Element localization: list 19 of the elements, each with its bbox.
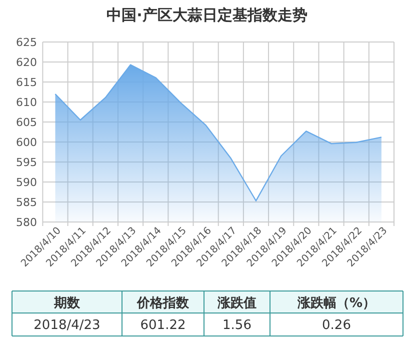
y-tick-label: 600: [16, 136, 37, 149]
text: 1.56: [222, 318, 252, 333]
y-tick-label: 595: [16, 156, 37, 169]
y-tick-label: 610: [16, 96, 37, 109]
y-tick-label: 605: [16, 116, 37, 129]
y-tick-label: 580: [16, 216, 37, 229]
text: 2018/4/23: [34, 318, 100, 333]
category-label: 涨跌值: [216, 296, 256, 311]
text: 0.26: [322, 318, 351, 333]
y-tick-label: 620: [16, 56, 37, 69]
y-tick-label: 625: [16, 36, 37, 49]
y-tick-label: 615: [16, 76, 37, 89]
y-tick-label: 590: [16, 176, 37, 189]
text: 601.22: [140, 318, 186, 333]
category-label: 价格指数: [136, 296, 190, 311]
chart-title: 中国·产区大蒜日定基指数走势: [106, 6, 308, 24]
category-label: 涨跌幅（%）: [296, 296, 376, 311]
category-label: 期数: [53, 296, 81, 311]
y-tick-label: 585: [16, 196, 37, 209]
